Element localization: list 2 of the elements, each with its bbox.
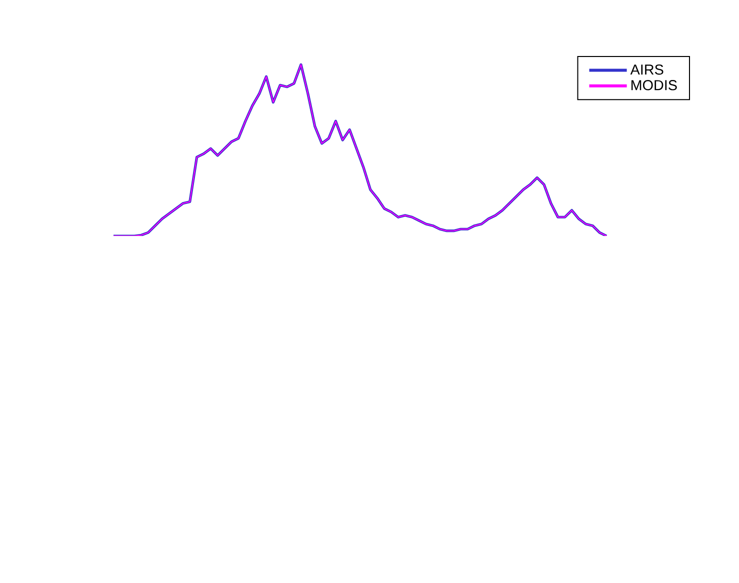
legend-label: AIRS xyxy=(630,64,664,75)
legend-label: MODIS xyxy=(631,80,677,90)
